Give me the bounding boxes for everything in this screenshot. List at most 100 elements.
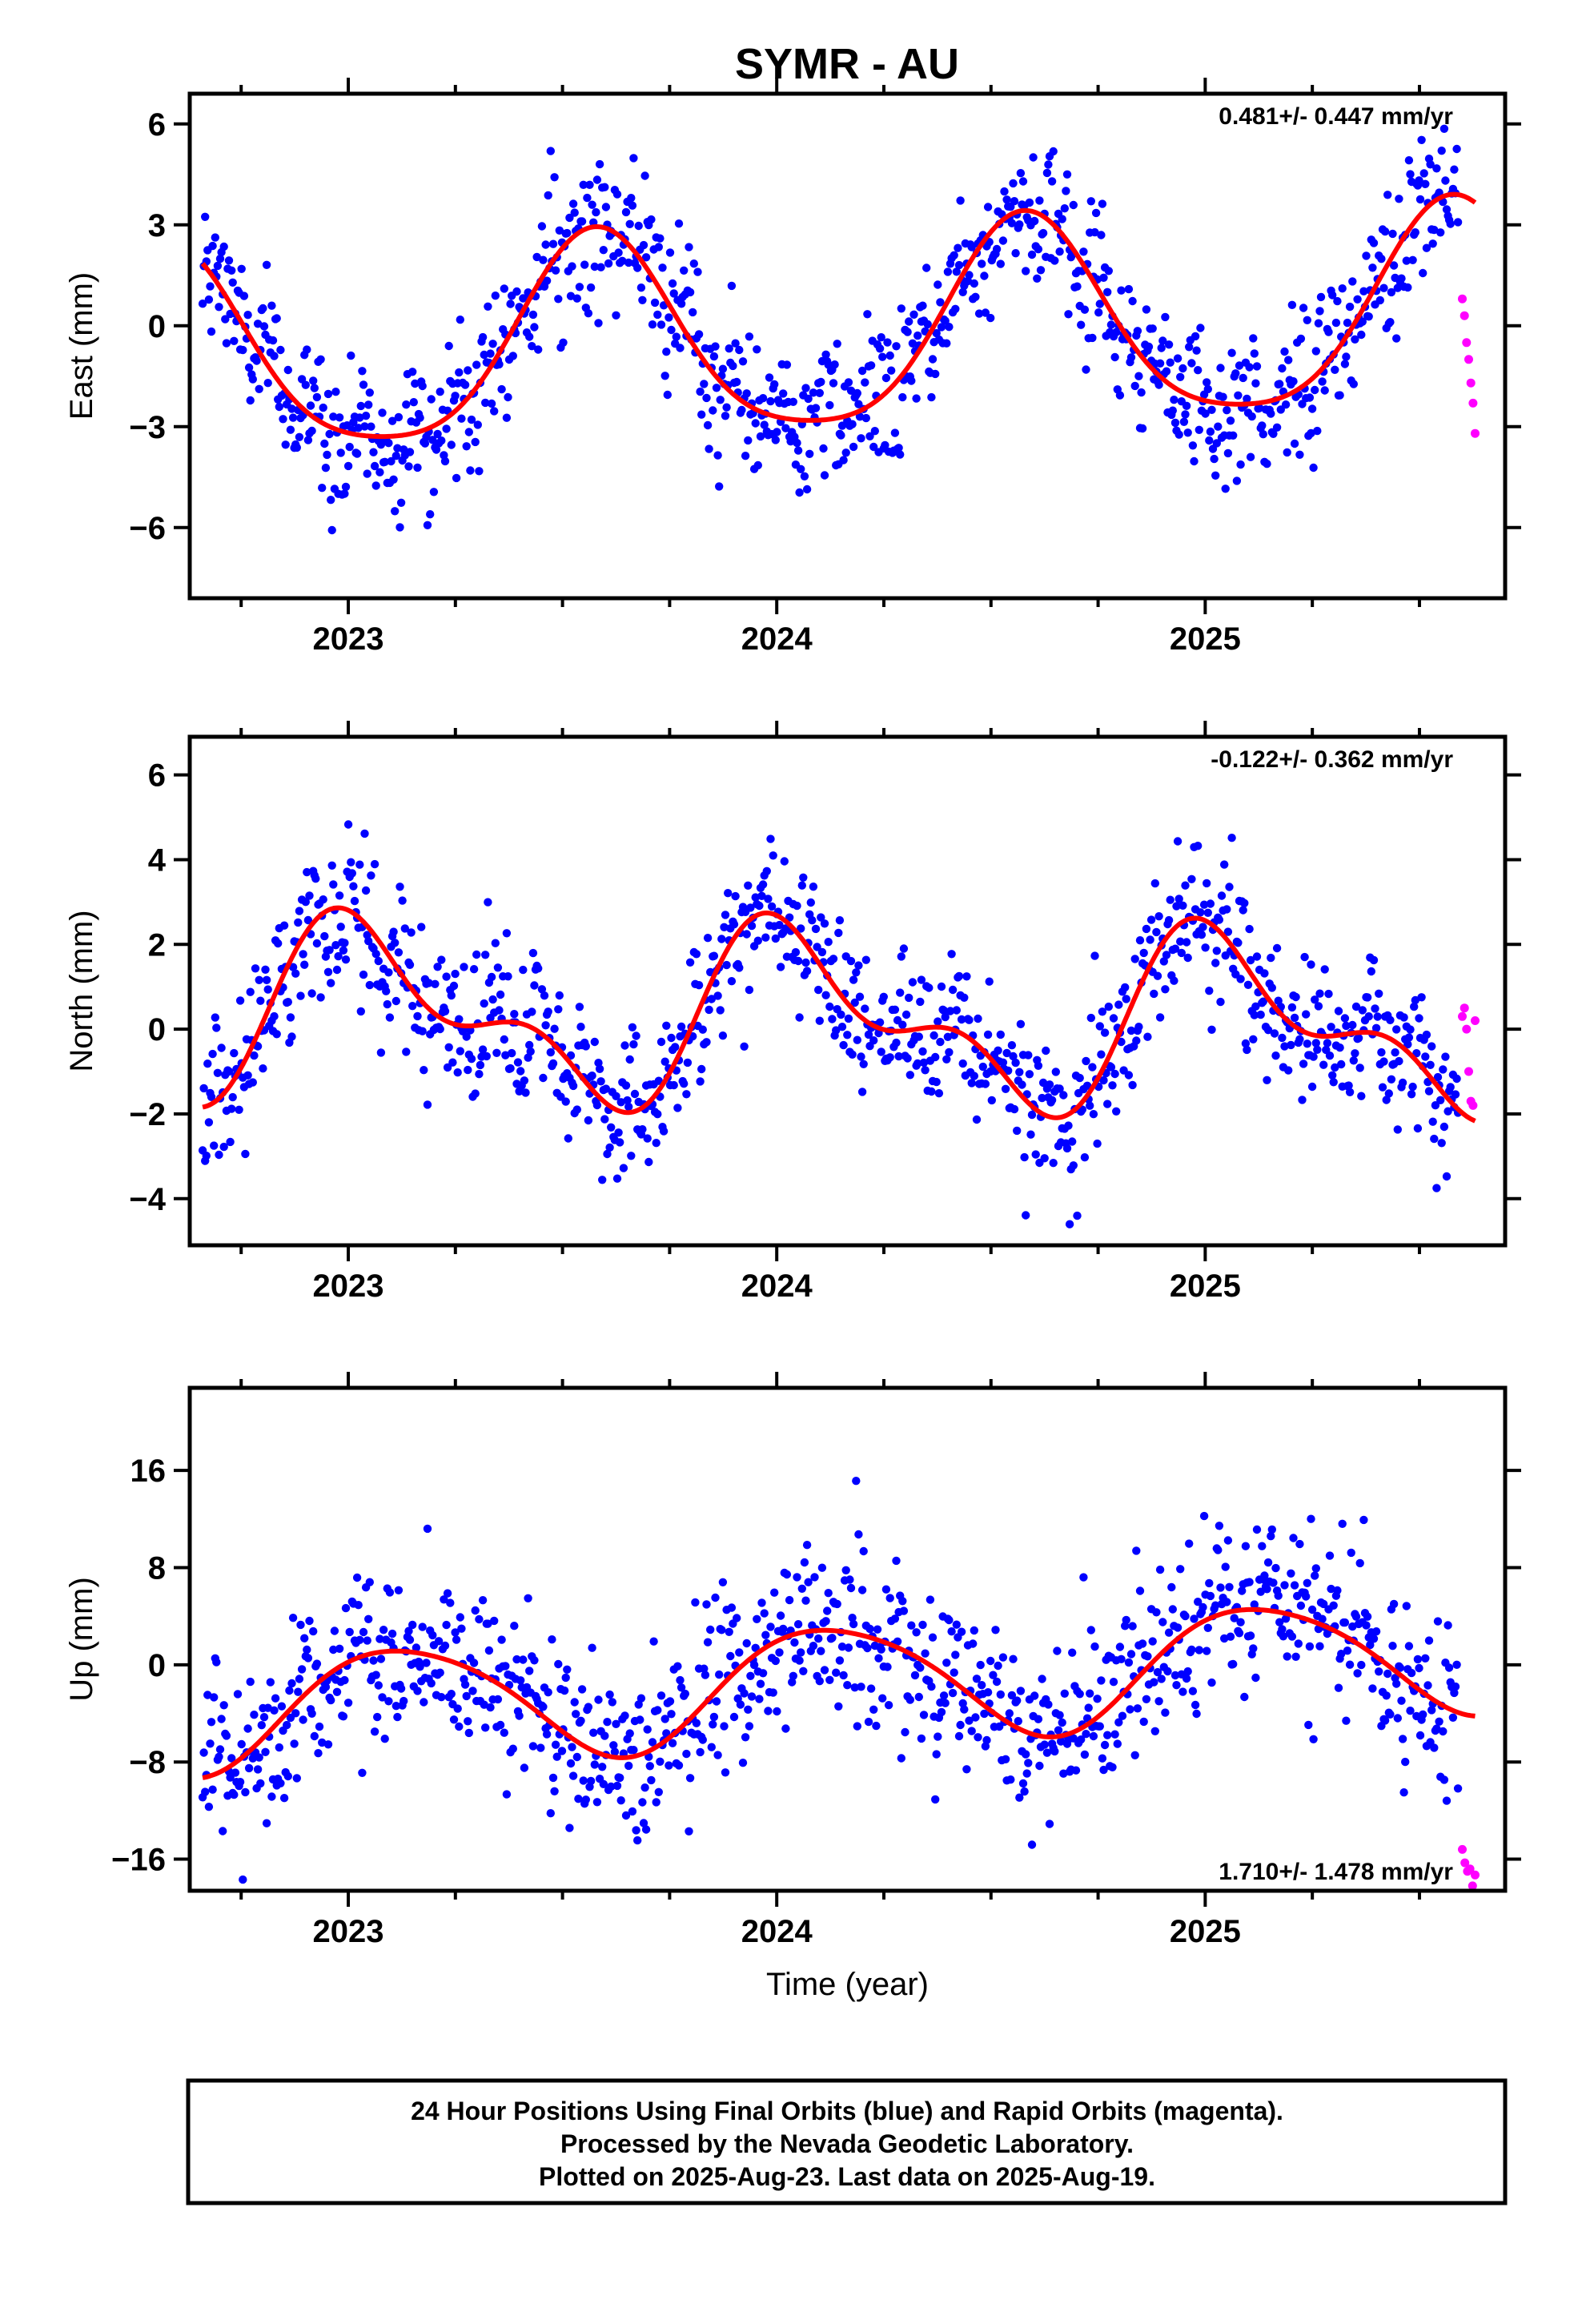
final-orbit-point — [524, 1594, 532, 1603]
final-orbit-point — [841, 1566, 850, 1575]
final-orbit-point — [1331, 1063, 1339, 1072]
final-orbit-point — [588, 1072, 596, 1080]
final-orbit-point — [1086, 1101, 1094, 1110]
final-orbit-point — [967, 1727, 976, 1735]
final-orbit-point — [1357, 330, 1366, 340]
final-orbit-point — [1450, 1688, 1459, 1698]
final-orbit-point — [934, 280, 942, 289]
final-orbit-point — [400, 924, 409, 933]
final-orbit-point — [605, 1143, 614, 1152]
final-orbit-point — [1206, 427, 1215, 436]
final-orbit-point — [731, 339, 740, 348]
final-orbit-point — [393, 1712, 402, 1722]
final-orbit-point — [1047, 1096, 1057, 1105]
final-orbit-point — [309, 1626, 318, 1636]
final-orbit-point — [859, 1546, 868, 1556]
final-orbit-point — [1229, 1659, 1238, 1669]
y-tick-label: −2 — [129, 1097, 166, 1132]
final-orbit-point — [945, 1047, 954, 1057]
final-orbit-point — [1103, 1731, 1112, 1739]
final-orbit-point — [1126, 353, 1136, 362]
rapid-orbit-point — [1458, 1844, 1467, 1854]
final-orbit-point — [515, 1711, 524, 1720]
final-orbit-point — [1343, 318, 1352, 328]
final-orbit-point — [817, 913, 825, 922]
final-orbit-point — [370, 1727, 379, 1736]
final-orbit-point — [685, 243, 693, 251]
final-orbit-point — [1110, 1069, 1119, 1079]
final-orbit-point — [925, 983, 934, 992]
final-orbit-point — [516, 1067, 525, 1076]
final-orbit-point — [1392, 1679, 1401, 1688]
final-orbit-point — [1068, 1137, 1077, 1146]
final-orbit-point — [451, 969, 460, 979]
final-orbit-point — [466, 466, 475, 475]
final-orbit-point — [219, 242, 228, 251]
final-orbit-point — [747, 1692, 757, 1701]
final-orbit-point — [1287, 300, 1297, 309]
final-orbit-point — [1430, 1134, 1439, 1144]
final-orbit-point — [896, 988, 905, 997]
final-orbit-point — [1167, 1582, 1176, 1592]
final-orbit-point — [555, 226, 564, 235]
final-orbit-point — [948, 1688, 958, 1698]
final-orbit-point — [1190, 1614, 1199, 1623]
rate-annotation: -0.122+/- 0.362 mm/yr — [1211, 746, 1453, 773]
final-orbit-point — [1359, 1515, 1368, 1525]
final-orbit-point — [1155, 359, 1165, 368]
final-orbit-point — [1375, 1667, 1383, 1676]
final-orbit-point — [1408, 255, 1417, 264]
final-orbit-point — [1287, 1569, 1295, 1578]
final-orbit-point — [751, 419, 760, 428]
final-orbit-point — [1278, 364, 1287, 373]
final-orbit-point — [464, 366, 472, 375]
final-orbit-point — [1311, 385, 1319, 395]
final-orbit-point — [1399, 1013, 1408, 1022]
final-orbit-point — [821, 350, 830, 359]
final-orbit-points — [198, 1477, 1463, 1884]
final-orbit-point — [378, 408, 387, 417]
final-orbit-point — [1278, 1625, 1287, 1634]
final-orbit-point — [1320, 386, 1329, 395]
final-orbit-point — [203, 1059, 212, 1068]
final-orbit-point — [1179, 417, 1189, 426]
final-orbit-point — [327, 861, 336, 870]
final-orbit-point — [727, 281, 737, 291]
final-orbit-point — [1328, 291, 1337, 300]
final-orbit-point — [352, 1573, 362, 1582]
final-orbit-point — [580, 260, 589, 269]
final-orbit-point — [1050, 1747, 1059, 1756]
final-orbit-point — [814, 1634, 823, 1643]
final-orbit-point — [347, 351, 355, 360]
final-orbit-point — [907, 376, 916, 385]
final-orbit-point — [971, 1713, 980, 1722]
final-orbit-point — [599, 1779, 608, 1788]
final-orbit-point — [1095, 1022, 1105, 1031]
final-orbit-point — [1279, 1632, 1288, 1641]
final-orbit-point — [1295, 1035, 1304, 1044]
final-orbit-point — [884, 1701, 893, 1710]
final-orbit-point — [717, 1626, 726, 1634]
final-orbit-point — [1446, 1083, 1455, 1092]
final-orbit-point — [1121, 983, 1130, 992]
final-orbit-point — [210, 1141, 219, 1150]
final-orbit-point — [440, 1641, 450, 1651]
final-orbit-point — [806, 898, 815, 907]
final-orbit-point — [896, 450, 905, 459]
final-orbit-point — [1114, 1000, 1123, 1009]
final-orbit-point — [343, 1699, 353, 1707]
final-orbit-point — [738, 357, 748, 366]
final-orbit-point — [1215, 1522, 1224, 1530]
final-orbit-point — [1106, 1063, 1116, 1072]
final-orbit-point — [1337, 1650, 1346, 1659]
final-orbit-point — [672, 332, 681, 341]
final-orbit-point — [1428, 1117, 1437, 1126]
final-orbit-point — [224, 256, 234, 265]
final-orbit-point — [848, 420, 857, 428]
final-orbit-point — [453, 1704, 462, 1713]
final-orbit-point — [290, 1739, 299, 1748]
final-orbit-point — [327, 1695, 335, 1705]
final-orbit-point — [502, 929, 512, 938]
final-orbit-point — [584, 309, 593, 318]
final-orbit-point — [863, 1643, 872, 1653]
